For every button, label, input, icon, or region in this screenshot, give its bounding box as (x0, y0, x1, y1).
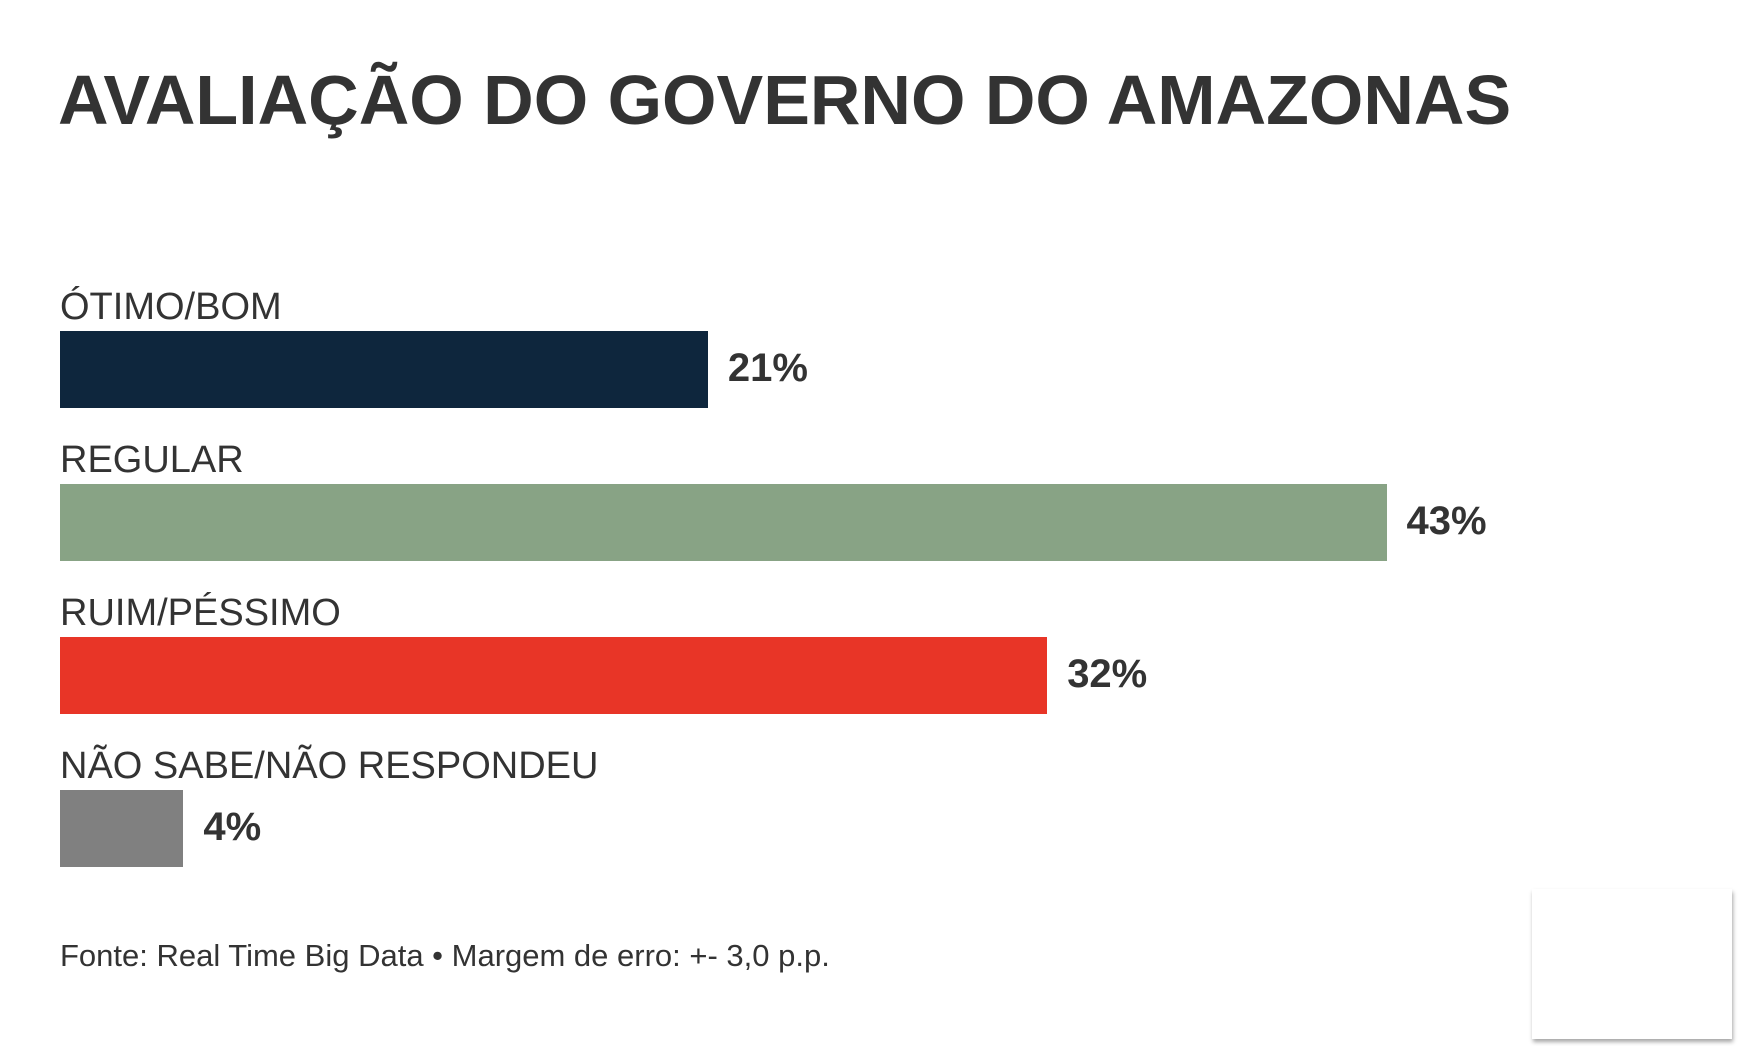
category-label: RUIM/PÉSSIMO (60, 592, 341, 634)
category-label: NÃO SABE/NÃO RESPONDEU (60, 745, 599, 787)
bar (60, 790, 184, 867)
source-footnote: Fonte: Real Time Big Data • Margem de er… (60, 938, 830, 973)
value-label: 4% (203, 805, 262, 849)
chart-title: AVALIAÇÃO DO GOVERNO DO AMAZONAS (58, 61, 1512, 139)
embed-widget-box (1532, 889, 1732, 1039)
category-label: ÓTIMO/BOM (60, 286, 282, 328)
value-label: 32% (1067, 652, 1148, 696)
value-label: 43% (1406, 499, 1487, 543)
category-label: REGULAR (60, 439, 244, 481)
value-label: 21% (727, 346, 808, 390)
bar (60, 331, 708, 408)
bar (60, 637, 1048, 714)
bar (60, 484, 1387, 561)
